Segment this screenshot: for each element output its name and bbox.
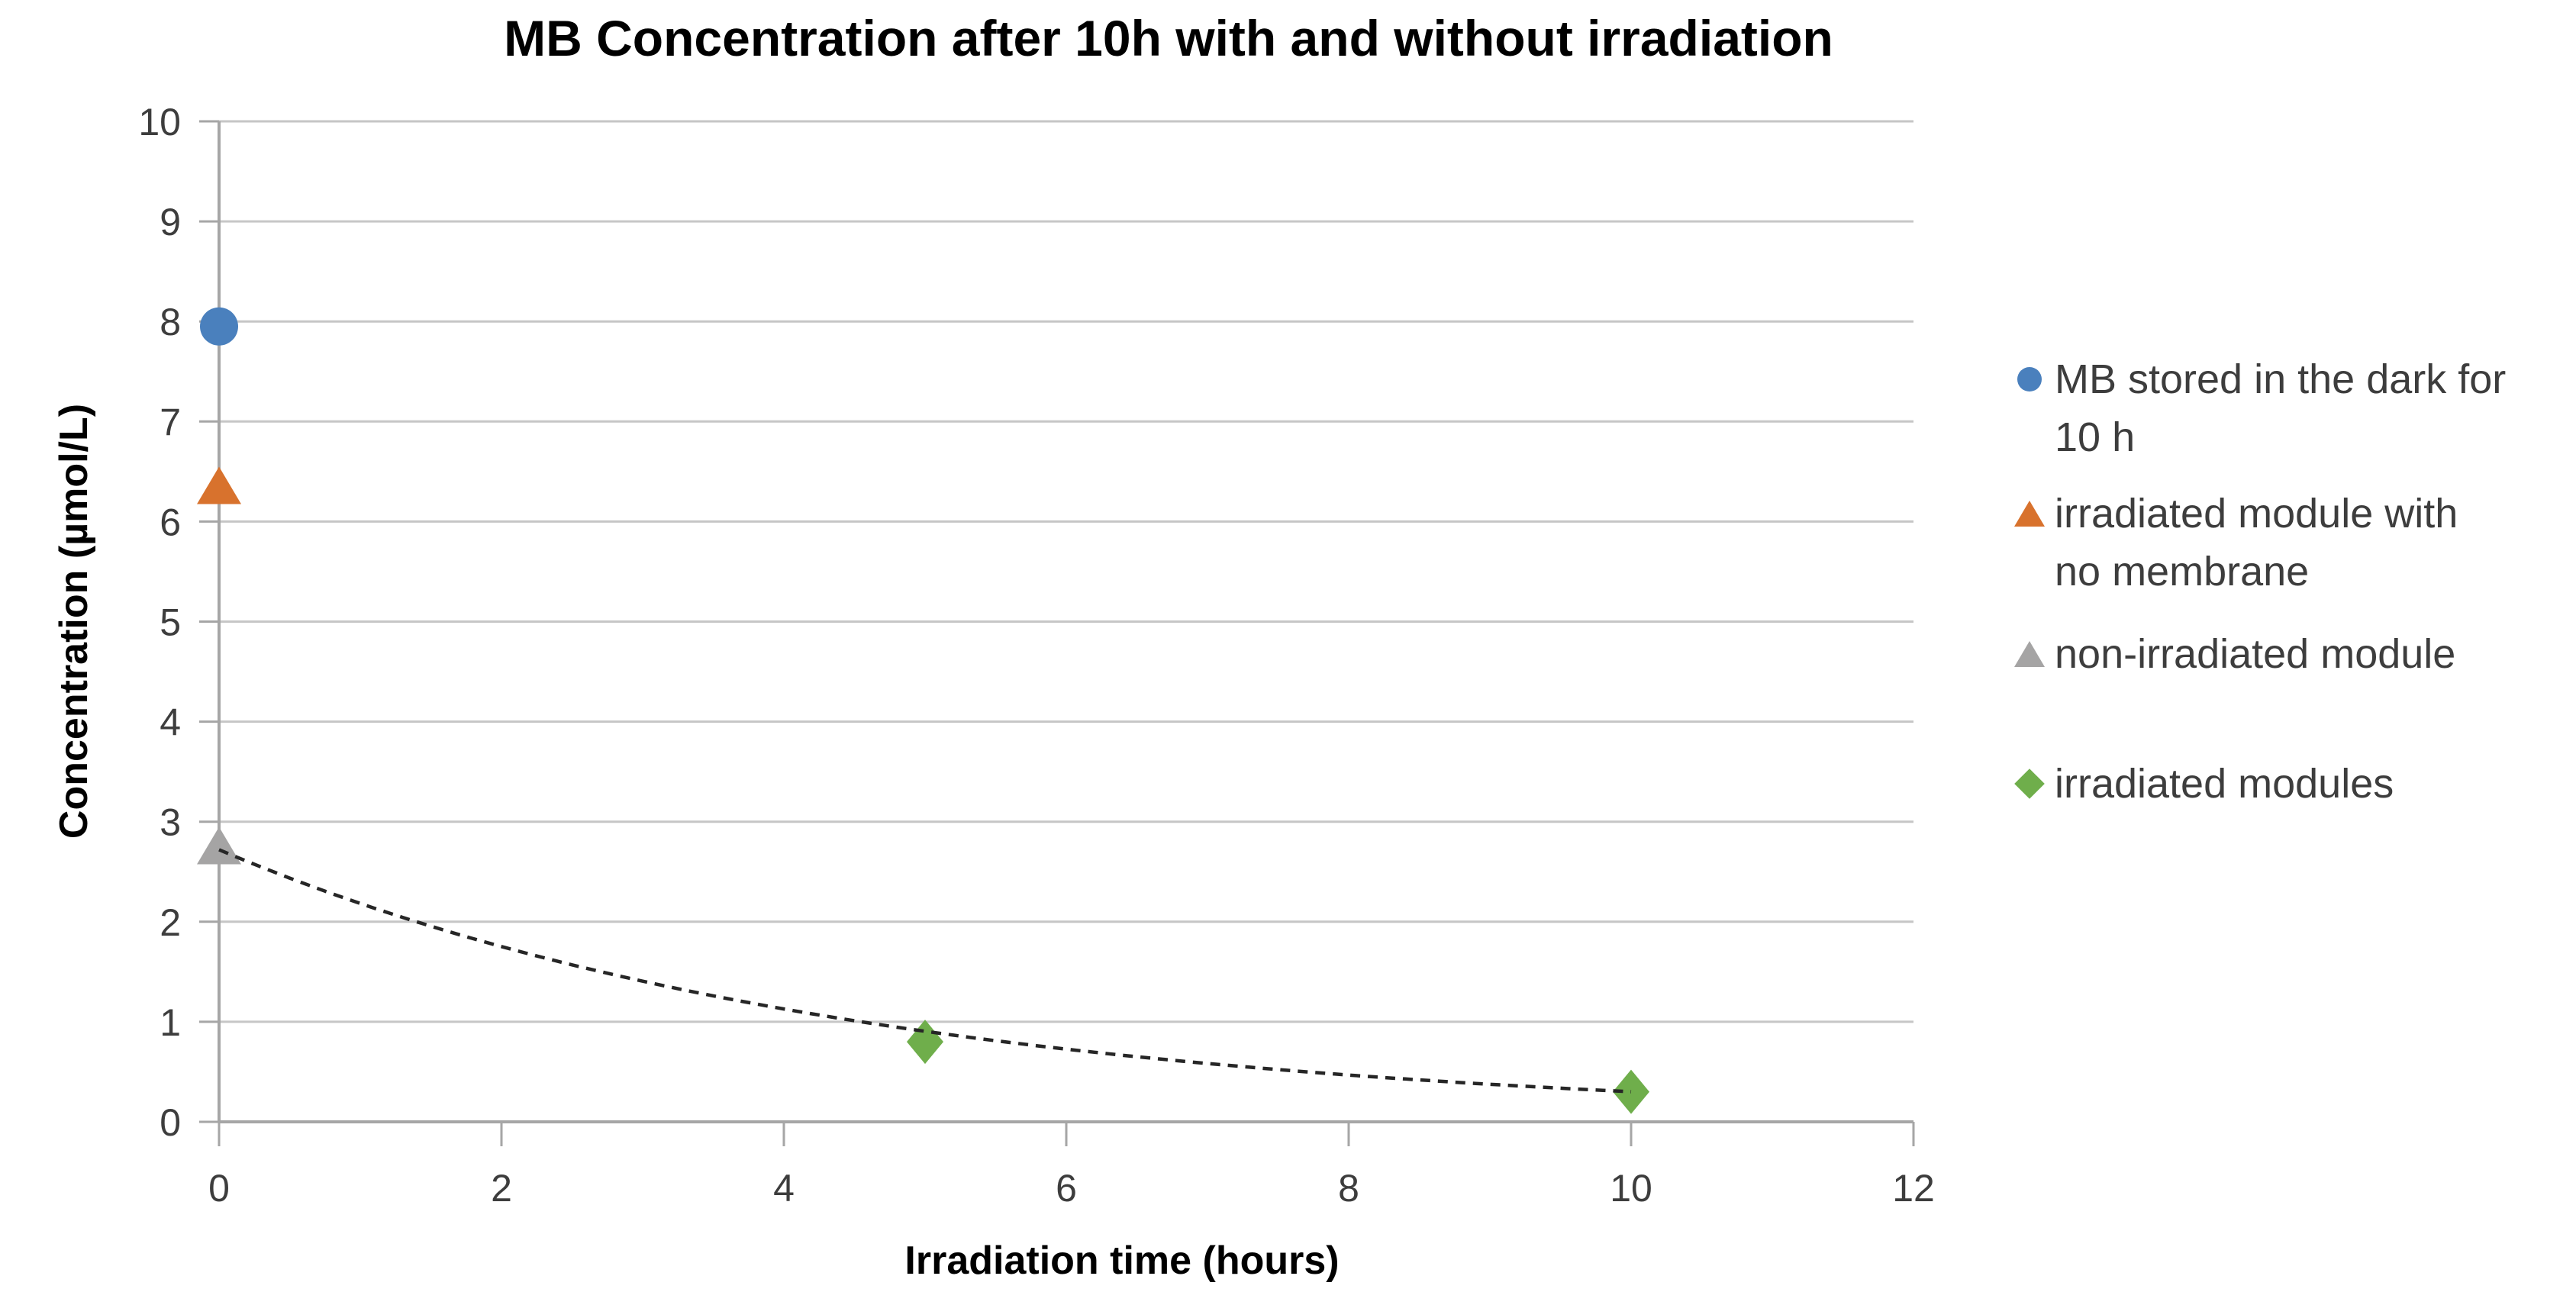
legend-item-2: non-irradiated module: [2012, 625, 2455, 683]
y-tick-label-4: 4: [160, 701, 181, 744]
y-tick-label-9: 9: [160, 201, 181, 243]
legend-label: irradiated modules: [2055, 755, 2394, 813]
y-tick-label-2: 2: [160, 901, 181, 944]
y-tick-label-8: 8: [160, 301, 181, 343]
y-tick-label-10: 10: [138, 101, 181, 143]
legend-label: MB stored in the dark for 10 h: [2055, 350, 2506, 466]
x-tick-label-6: 6: [1056, 1167, 1077, 1210]
x-tick-label-10: 10: [1610, 1167, 1652, 1210]
data-point-s0-0: [200, 307, 238, 346]
legend-label-line: irradiated module with: [2055, 491, 2458, 536]
triangle-marker-icon: [2012, 485, 2047, 543]
legend-label: irradiated module with no membrane: [2055, 485, 2458, 601]
y-tick-label-0: 0: [160, 1101, 181, 1144]
x-tick-label-2: 2: [491, 1167, 512, 1210]
data-point-s3-0: [907, 1020, 943, 1065]
x-tick-label-0: 0: [208, 1167, 230, 1210]
x-tick-label-4: 4: [773, 1167, 795, 1210]
triangle-marker-icon: [2012, 625, 2047, 683]
circle-marker-icon: [2012, 350, 2047, 408]
legend-label-line: non-irradiated module: [2055, 631, 2456, 677]
legend-label: non-irradiated module: [2055, 625, 2455, 683]
diamond-marker-icon: [2012, 755, 2047, 813]
circle-marker-glyph: [2017, 367, 2042, 392]
legend-label-line: 10 h: [2055, 414, 2136, 460]
legend-item-0: MB stored in the dark for 10 h: [2012, 350, 2506, 466]
legend-item-1: irradiated module with no membrane: [2012, 485, 2458, 601]
x-axis-title: Irradiation time (hours): [904, 1239, 1340, 1283]
data-point-s2-0: [197, 826, 241, 865]
y-tick-label-7: 7: [160, 401, 181, 443]
y-tick-label-6: 6: [160, 501, 181, 543]
diamond-marker-glyph: [2014, 768, 2045, 799]
triangle-marker-glyph: [2014, 501, 2045, 527]
y-tick-label-1: 1: [160, 1001, 181, 1044]
x-tick-label-12: 12: [1892, 1167, 1935, 1210]
y-tick-label-5: 5: [160, 601, 181, 644]
triangle-marker-glyph: [2014, 641, 2045, 667]
legend-item-3: irradiated modules: [2012, 755, 2394, 813]
data-point-s3-1: [1613, 1069, 1649, 1114]
legend-label-line: no membrane: [2055, 549, 2310, 594]
chart-title: MB Concentration after 10h with and with…: [504, 10, 1833, 66]
x-tick-label-8: 8: [1338, 1167, 1359, 1210]
data-point-s1-0: [197, 466, 241, 504]
trendline-dashed: [218, 848, 1632, 1094]
legend-label-line: MB stored in the dark for: [2055, 356, 2507, 402]
y-tick-label-3: 3: [160, 801, 181, 844]
legend-label-line: irradiated modules: [2055, 761, 2394, 807]
